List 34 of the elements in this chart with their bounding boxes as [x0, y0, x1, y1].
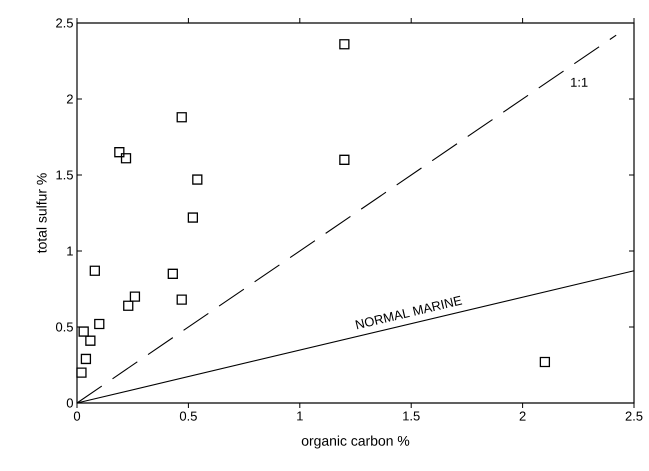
x-axis-title: organic carbon % [302, 436, 410, 449]
point [120, 153, 132, 164]
point [339, 154, 350, 165]
y-tick-label: 1.5 [56, 170, 73, 180]
point [188, 212, 198, 223]
point [176, 294, 187, 305]
point [168, 268, 178, 279]
y-tick-label: 0.5 [56, 322, 73, 332]
point [114, 147, 124, 158]
y-tick-label: 1 [67, 246, 73, 256]
x-tick-label: 0.5 [180, 412, 197, 421]
text: NORMAL MARINE [355, 296, 462, 330]
x-tick-label: 1.5 [403, 412, 420, 421]
point [339, 39, 350, 50]
point [78, 326, 89, 337]
x-tick-label: 2.5 [626, 412, 642, 421]
point [80, 354, 92, 364]
point [540, 356, 550, 368]
point [90, 266, 100, 276]
point [192, 174, 202, 185]
y-tick-label: 2.5 [56, 18, 73, 28]
y-tick-label: 0 [66, 398, 73, 408]
point [176, 112, 187, 122]
series-label: 1:1 [571, 78, 588, 87]
y-tick-label: 2 [66, 94, 73, 104]
point [94, 318, 104, 330]
x-tick-label: 2 [520, 412, 526, 421]
x-tick-label: 1 [297, 412, 303, 420]
point [130, 291, 140, 302]
y-axis-title: total sulfur % [36, 173, 47, 254]
point [76, 367, 87, 378]
point [123, 300, 134, 311]
x-tick-label: 0 [74, 412, 80, 421]
point [85, 336, 96, 346]
